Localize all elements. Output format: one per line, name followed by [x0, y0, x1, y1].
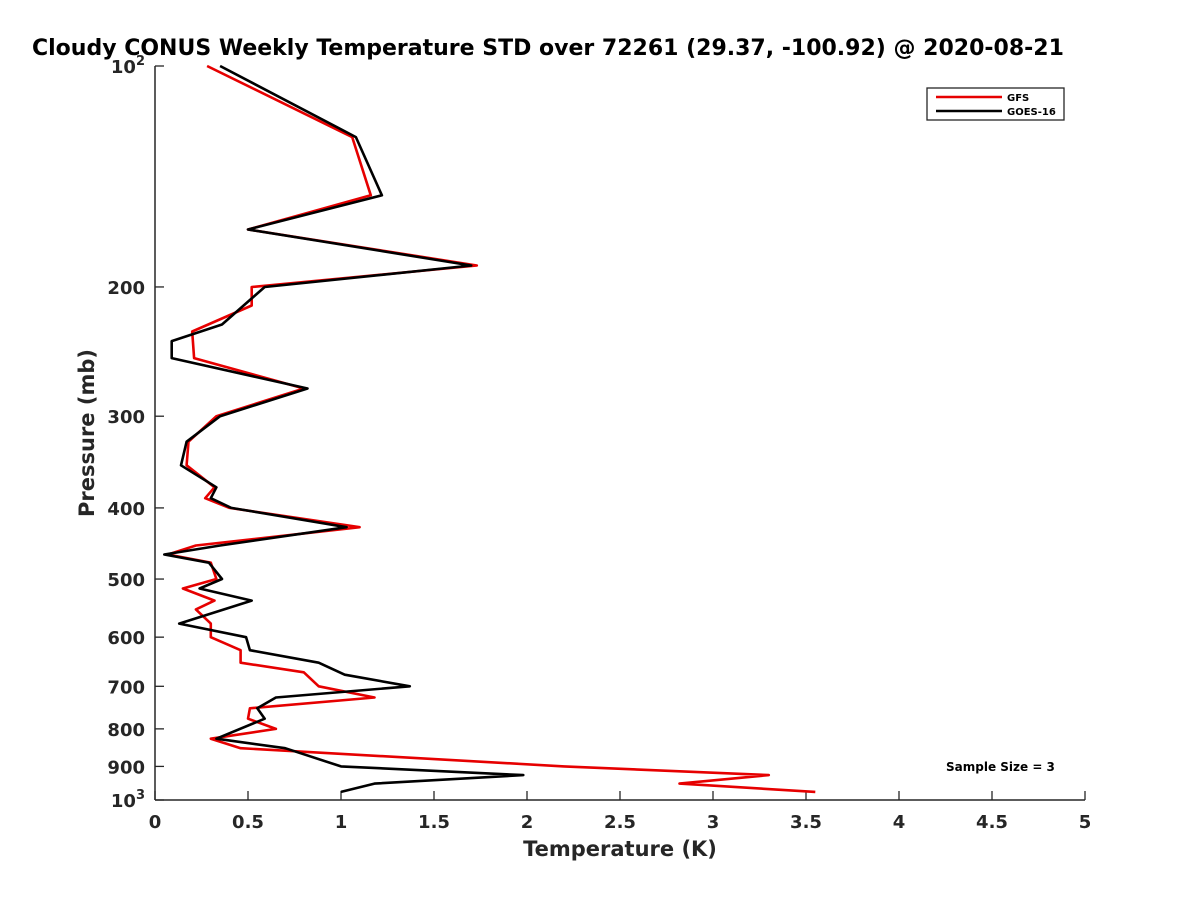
x-tick-label: 0.5: [232, 812, 264, 833]
x-tick-label: 3.5: [790, 812, 822, 833]
y-tick-base: 10: [111, 57, 136, 78]
x-tick-label: 2: [521, 812, 534, 833]
y-tick-exponent: 3: [136, 788, 145, 803]
x-tick-label: 0: [149, 812, 162, 833]
y-tick-base: 10: [111, 791, 136, 812]
series-line-goes-16: [163, 64, 525, 794]
y-tick-label: 300: [107, 407, 145, 428]
x-tick-label: 4.5: [976, 812, 1008, 833]
legend-label-goes: GOES-16: [1007, 107, 1056, 118]
legend-box: [926, 87, 1065, 121]
y-tick-label: 500: [107, 570, 145, 591]
x-tick-label: 1: [335, 812, 348, 833]
x-tick-label: 2.5: [604, 812, 636, 833]
y-axis-label: Pressure (mb): [75, 349, 99, 517]
y-tick-exponent: 2: [136, 54, 145, 69]
x-tick-label: 3: [707, 812, 720, 833]
x-tick-label: 4: [893, 812, 906, 833]
x-tick-label: 5: [1079, 812, 1092, 833]
y-tick-label: 200: [107, 278, 145, 299]
y-tick-label: 800: [107, 720, 145, 741]
y-tick-label: 600: [107, 628, 145, 649]
legend: GFS GOES-16: [926, 87, 1065, 121]
y-tick-label: 900: [107, 757, 145, 778]
x-ticks: 0 0.5 1 1.5 2 2.5 3 3.5 4 4.5 5: [149, 791, 1092, 833]
legend-label-gfs: GFS: [1007, 93, 1029, 104]
series-group: [163, 64, 816, 794]
y-tick-label: 102: [111, 54, 145, 78]
chart-title: Cloudy CONUS Weekly Temperature STD over…: [32, 36, 1064, 61]
y-tick-label: 400: [107, 499, 145, 520]
x-tick-label: 1.5: [418, 812, 450, 833]
axes: [154, 66, 1085, 801]
y-tick-label: 103: [111, 788, 145, 812]
x-axis-label: Temperature (K): [523, 837, 717, 861]
y-tick-label: 700: [107, 677, 145, 698]
sample-size-annotation: Sample Size = 3: [946, 760, 1055, 774]
series-line-gfs: [166, 64, 816, 794]
